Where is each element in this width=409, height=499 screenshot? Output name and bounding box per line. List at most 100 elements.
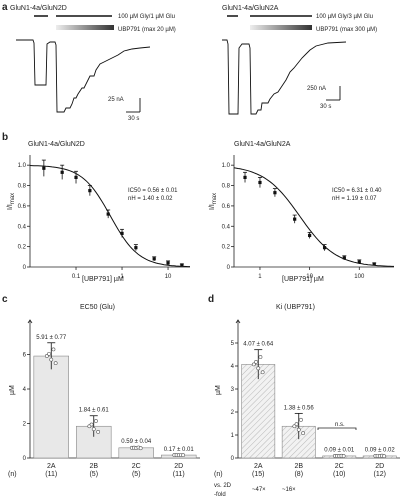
d-value-label: 0.09 ± 0.01 (324, 448, 355, 454)
d-data-point (299, 417, 303, 422)
c-category-label: 2C (132, 463, 141, 470)
panel-b-right-ylabel: I/Imax (209, 193, 218, 210)
b-2d-point (120, 231, 124, 235)
b-2d-point (106, 212, 110, 216)
b-2d-xtick-label: 10 (165, 274, 172, 280)
b-2a-xtick-label: 10 (306, 274, 313, 280)
panel-a-letter: a (2, 2, 8, 13)
d-value-label: 0.09 ± 0.02 (365, 447, 396, 453)
b-2a-ytick-label: 0 (227, 265, 231, 271)
c-data-point (91, 427, 96, 431)
b-2d-point (74, 175, 78, 179)
panel-a-left-title: GluN1-4a/GluN2D (10, 5, 67, 12)
b-2a-fit-line (233, 167, 394, 267)
c-ytick-label: 0 (23, 456, 27, 462)
vs-2d-label: vs. 2D (214, 483, 232, 489)
panel-b-left-ylabel: I/Imax (7, 193, 16, 210)
b-2a-point (372, 262, 376, 266)
b-2a-point (293, 217, 297, 221)
c-bar-2A (33, 355, 69, 459)
b-2a-ytick-label: 1.0 (222, 163, 231, 169)
c-value-label: 1.84 ± 0.61 (79, 408, 110, 414)
c-value-label: 5.91 ± 0.77 (36, 335, 67, 341)
d-data-point (256, 366, 261, 371)
d-n-label: (10) (333, 471, 345, 478)
panel-b-letter: b (2, 132, 8, 143)
c-data-point (181, 453, 186, 458)
c-ytick-label: 2 (23, 422, 27, 428)
d-ytick-label: 4 (231, 364, 235, 370)
c-category-label: 2A (47, 463, 56, 470)
d-data-point (260, 370, 265, 375)
d-ytick-label: 1 (231, 433, 235, 439)
c-n-label: (5) (89, 471, 98, 478)
b-2d-ytick-label: 0.2 (18, 245, 27, 251)
panel-c-n-label: (n) (8, 471, 17, 478)
d-ytick-label: 5 (231, 341, 235, 347)
b-2a-point (342, 256, 346, 260)
d-data-point (294, 422, 299, 427)
scale-y-label-2d: 25 nA (108, 97, 124, 103)
ns-bracket (317, 427, 357, 430)
b-2d-point (60, 170, 64, 174)
b-2d-xtick-label: 0.1 (72, 274, 81, 280)
fit-ic50-2a: IC50 = 6.31 ± 0.40 (332, 188, 382, 194)
b-2a-ytick-label: 0.4 (222, 224, 231, 230)
c-ytick-label: 6 (23, 353, 27, 359)
c-category-label: 2D (174, 463, 183, 470)
b-2d-point (134, 246, 138, 250)
d-value-label: 4.07 ± 0.64 (243, 342, 274, 348)
d-category-label: 2C (335, 463, 344, 470)
c-n-label: (5) (132, 471, 141, 478)
ki-bar-chart: 0 1 2 3 4 5 4.07 ± 0.64 2A(15) 1.38 ± 0.56 2B(8) 0… (231, 319, 400, 478)
d-category-label: 2A (254, 463, 263, 470)
panel-d-n-label: (n) (214, 471, 223, 478)
d-data-point (254, 360, 258, 364)
b-2a-point (258, 180, 262, 185)
current-trace-2d (16, 39, 151, 113)
panel-a-right-bar2-label: UBP791 (max 300 µM) (316, 27, 377, 33)
d-data-point (292, 424, 297, 429)
fold-2a: ~47× (252, 487, 266, 493)
d-data-point (296, 427, 301, 432)
panel-a-left-bar1-label: 100 µM Gly/1 µM Glu (118, 14, 175, 20)
d-value-label: 1.38 ± 0.56 (284, 405, 315, 411)
b-2d-ytick-label: 0 (23, 265, 27, 271)
fit-nh-2a: nH = 1.19 ± 0.07 (332, 196, 377, 202)
d-n-label: (15) (252, 471, 264, 478)
d-bar-2A (241, 364, 276, 459)
c-value-label: 0.17 ± 0.01 (164, 447, 195, 453)
b-2d-point (42, 166, 46, 170)
panel-b-left-xlabel: [UBP791] µM (82, 276, 124, 283)
b-2a-ytick-label: 0.6 (222, 204, 231, 210)
b-2a-ytick-label: 0.8 (222, 184, 231, 190)
d-ytick-label: 3 (231, 387, 235, 393)
b-2a-point (243, 175, 247, 179)
c-n-label: (11) (173, 471, 185, 478)
panel-a-right-bar1-label: 100 µM Gly/3 µM Glu (316, 14, 373, 20)
c-data-point (47, 351, 51, 356)
c-axis-arrow (27, 319, 33, 324)
b-2d-xtick-label: 1 (120, 274, 124, 280)
fit-ic50-2d: IC50 = 0.56 ± 0.01 (128, 188, 178, 194)
panel-a-left: GluN1-4a/GluN2D 100 µM Gly/1 µM Glu UBP7… (10, 5, 176, 122)
d-category-label: 2B (294, 463, 303, 470)
c-ytick-label: 4 (23, 387, 27, 393)
d-axis-arrow (235, 319, 241, 324)
b-2d-point (166, 261, 170, 265)
ubp791-gradient-bar-2a (250, 25, 312, 30)
b-2a-point (308, 233, 312, 238)
dose-response-2a: 0 0.2 0.4 0.6 0.8 1.0 1 10 100 (222, 155, 394, 280)
c-data-point (96, 429, 101, 434)
b-2d-point (88, 189, 92, 193)
b-2a-point (357, 260, 361, 264)
fold-2b: ~16× (282, 487, 296, 493)
c-value-label: 0.59 ± 0.04 (121, 439, 152, 445)
d-n-label: (8) (294, 471, 303, 478)
d-category-label: 2D (375, 463, 384, 470)
c-data-point (49, 357, 54, 362)
panel-b-right-xlabel: [UBP791] µM (282, 276, 324, 283)
b-2d-ytick-label: 0.8 (18, 184, 27, 190)
